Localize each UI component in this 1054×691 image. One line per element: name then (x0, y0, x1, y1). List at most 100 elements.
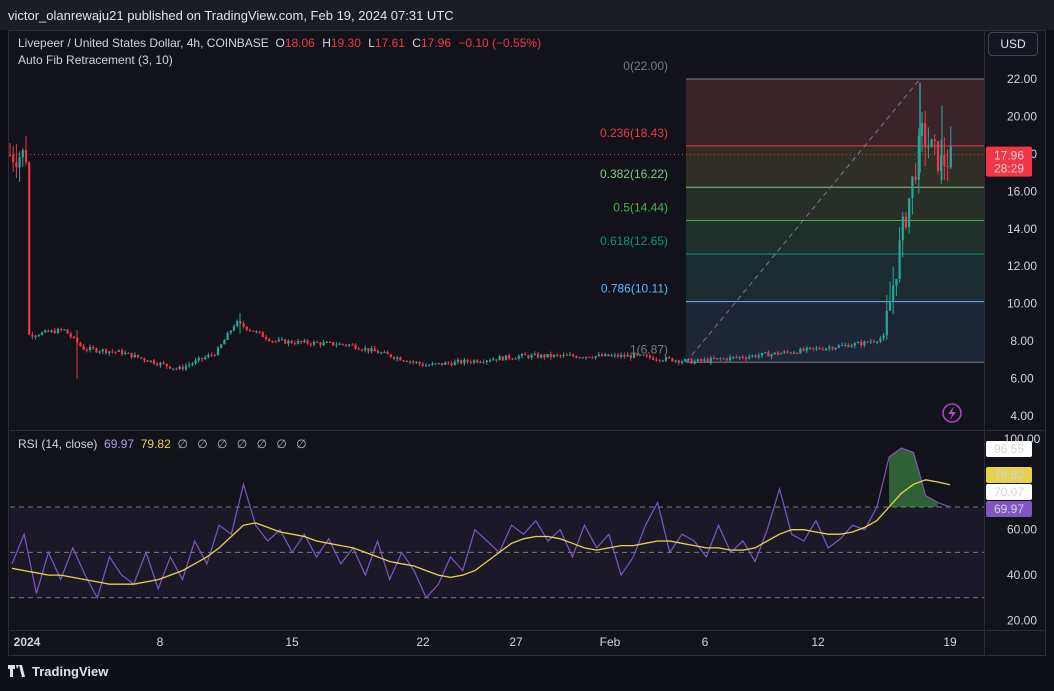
rsi-tick-label: 60.00 (1007, 523, 1037, 537)
candle-body (725, 358, 728, 361)
candle-body (738, 356, 741, 358)
candle-body (520, 353, 524, 357)
candle-body (860, 342, 863, 346)
price-tick-label: 22.00 (1007, 72, 1037, 86)
candle-body (130, 352, 133, 358)
candle-body (95, 348, 98, 353)
candle-body (658, 359, 661, 361)
candle-body (946, 166, 949, 168)
tradingview-brand[interactable]: TradingView (8, 664, 108, 679)
candle-body (559, 355, 562, 357)
candle-body (485, 360, 488, 363)
candle-body (856, 342, 860, 344)
last-price-badge (986, 146, 1032, 177)
symbol-name: Livepeer / United States Dollar, 4h, COI… (18, 36, 269, 50)
candle-body (546, 353, 549, 358)
candle-body (15, 162, 18, 168)
candle-body (504, 355, 508, 361)
candle-body (828, 347, 831, 349)
rsi-tick-label: 40.00 (1007, 568, 1037, 582)
candle-body (805, 347, 808, 351)
candle-body (114, 351, 117, 353)
candle-body (268, 339, 271, 342)
candle-body (479, 362, 482, 364)
symbol-legend[interactable]: Livepeer / United States Dollar, 4h, COI… (18, 36, 545, 50)
candle-body (882, 335, 885, 339)
publish-text: victor_olanrewaju21 published on Trading… (8, 8, 454, 23)
candle-body (418, 361, 421, 364)
candle-body (639, 354, 642, 356)
candle-body (780, 353, 783, 355)
candle-body (101, 349, 104, 352)
candle-body (533, 353, 536, 355)
candle-body (149, 360, 152, 362)
rsi-ma-value: 79.82 (140, 437, 171, 451)
candle-body (604, 354, 607, 357)
candle-body (540, 354, 543, 358)
candle-body (194, 360, 197, 364)
candles-group (8, 110, 952, 371)
candle-body (284, 339, 287, 344)
rsi-value: 69.97 (104, 437, 135, 451)
candle-body (245, 326, 248, 330)
candle-body (565, 354, 568, 356)
candle-body (159, 362, 162, 366)
candle-body (700, 359, 703, 361)
candle-body (888, 301, 892, 311)
candle-body (671, 358, 674, 362)
candle-body (434, 363, 437, 365)
currency-button[interactable]: USD (988, 32, 1038, 56)
candle-body (892, 285, 895, 302)
candle-body (47, 330, 50, 332)
fib-level-label: 0.382(16.22) (600, 167, 668, 181)
candle-body (120, 350, 124, 355)
candle-body (197, 357, 200, 361)
candle-body (674, 360, 677, 362)
candle-body (348, 344, 351, 346)
candle-body (514, 358, 517, 360)
candle-body (56, 328, 60, 334)
candle-body (380, 352, 383, 354)
candle-body (40, 332, 44, 336)
candle-body (341, 343, 344, 345)
price-tick-label: 6.00 (1010, 372, 1034, 386)
rsi-legend[interactable]: RSI (14, close) 69.97 79.82 ∅ ∅ ∅ ∅ ∅ ∅ … (18, 437, 310, 451)
candle-body (386, 352, 389, 355)
candle-body (264, 337, 268, 340)
candle-body (440, 363, 444, 365)
candle-body (428, 365, 431, 367)
fib-zone (686, 187, 984, 221)
candle-body (863, 341, 866, 346)
candle-body (588, 356, 591, 358)
candle-body (357, 348, 360, 350)
candle-body (677, 360, 680, 363)
time-tick-label: 12 (811, 635, 825, 649)
candle-body (600, 354, 604, 357)
candle-body (296, 340, 300, 344)
candle-body (924, 123, 927, 148)
candle-body (831, 347, 834, 350)
candle-body (837, 345, 840, 348)
candle-body (290, 340, 293, 344)
candle-body (79, 342, 82, 347)
candle-body (162, 362, 165, 364)
close-value: 17.96 (420, 36, 451, 50)
tradingview-logo-icon (8, 665, 25, 677)
close-label: C (412, 36, 421, 50)
candle-body (495, 359, 498, 361)
lightning-icon (948, 406, 956, 420)
candle-body (8, 154, 12, 156)
candle-body (152, 360, 156, 364)
candle-body (412, 361, 415, 363)
indicator-legend[interactable]: Auto Fib Retracement (3, 10) (18, 53, 173, 67)
fib-level-label: 0.618(12.65) (600, 234, 668, 248)
fib-level-label: 0.786(10.11) (601, 282, 668, 296)
candle-body (687, 359, 690, 361)
candle-body (808, 347, 812, 349)
candle-body (370, 348, 373, 352)
time-tick-label: Feb (600, 635, 621, 649)
candle-body (728, 357, 732, 361)
candle-body (191, 363, 194, 365)
candle-body (498, 356, 501, 361)
